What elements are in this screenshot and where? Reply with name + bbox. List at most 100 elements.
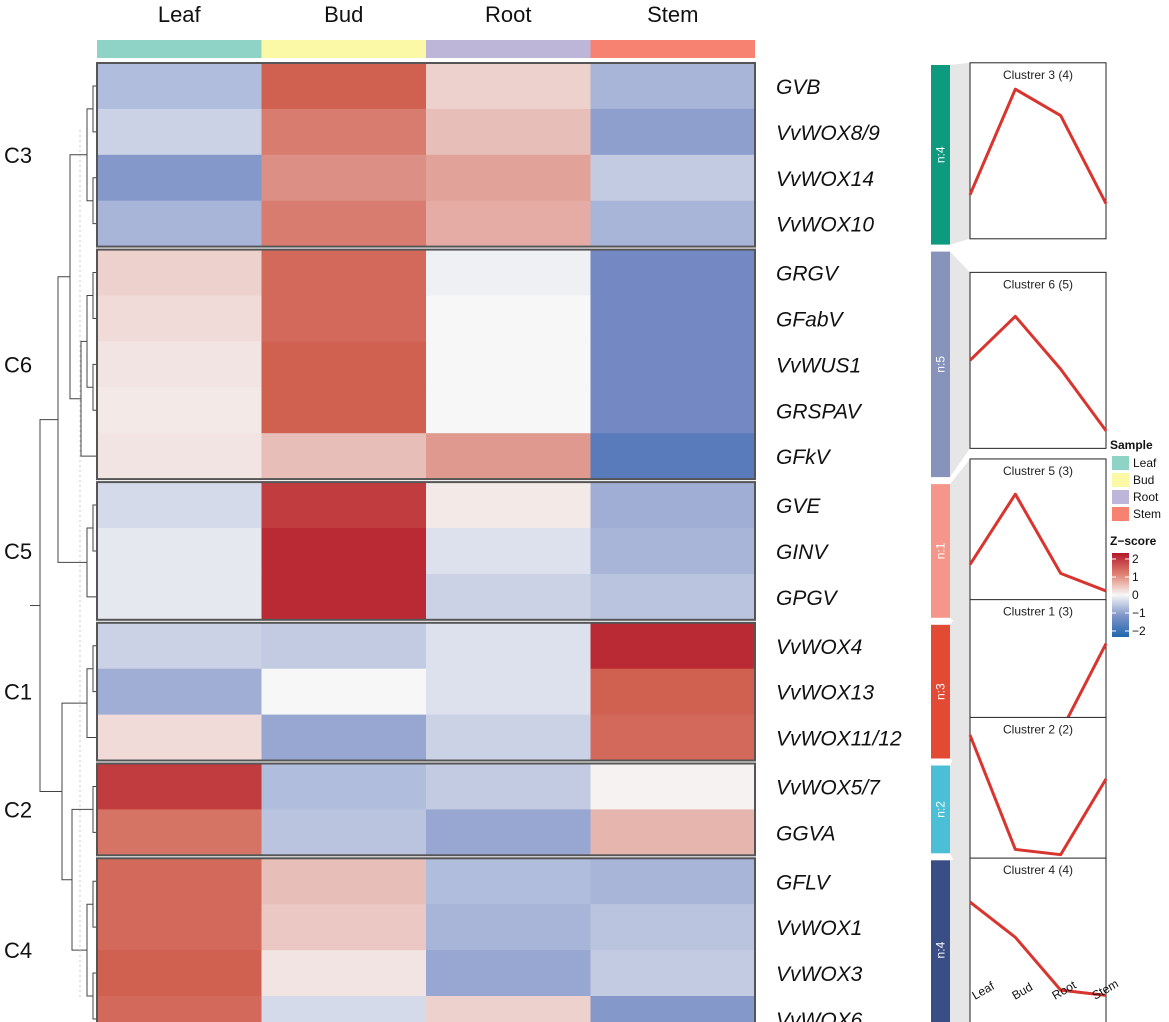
connector-wedge — [950, 62, 970, 245]
gene-label: VvWUS1 — [776, 354, 861, 377]
heat-cell-vvwox6-leaf — [97, 996, 263, 1022]
heat-cell-vvwox4-bud — [261, 622, 427, 670]
cluster-block-border — [96, 857, 756, 1022]
heat-cell-gflv-leaf — [97, 858, 263, 905]
heat-cell-vvwox13-stem — [590, 668, 756, 716]
heat-cell-vvwox89-root — [426, 108, 592, 156]
legend-swatch-bud — [1112, 473, 1129, 487]
connector-wedge — [950, 858, 970, 1022]
cluster-label-c6: C6 — [4, 352, 32, 377]
cluster-block-border — [96, 481, 756, 621]
dendrogram-branch — [86, 668, 97, 739]
heat-cell-vvwox57-stem — [590, 763, 756, 810]
heat-cell-vvwox10-root — [426, 200, 592, 248]
cluster-label-c3: C3 — [4, 143, 32, 168]
cluster-size-label: n:2 — [934, 801, 948, 818]
legend-label-stem: Stem — [1133, 507, 1161, 521]
heat-cell-vvwox4-root — [426, 622, 592, 670]
heat-cell-vvwus1-stem — [590, 341, 756, 388]
profile-panel-c4 — [969, 857, 1107, 1022]
heat-cell-grspav-root — [426, 387, 592, 434]
gene-label: VvWOX8/9 — [776, 122, 880, 145]
heat-cell-gvb-leaf — [97, 63, 263, 110]
heat-cell-gfkv-bud — [261, 433, 427, 480]
heat-cell-vvwox1112-root — [426, 714, 592, 762]
connector-wedge — [950, 717, 970, 894]
heat-cell-gflv-stem — [590, 858, 756, 905]
heat-cell-gfabv-root — [426, 295, 592, 342]
heat-cell-gfabv-stem — [590, 295, 756, 342]
gene-label: VvWOX1 — [776, 917, 862, 940]
legend-tick-label: −2 — [1132, 624, 1146, 638]
heat-cell-gfkv-root — [426, 433, 592, 480]
legend-tick-label: 1 — [1132, 570, 1139, 584]
profile-line-c4 — [969, 900, 1107, 997]
heat-cell-gfabv-bud — [261, 295, 427, 342]
legend-tick-label: −1 — [1132, 606, 1146, 620]
heat-cell-vvwox3-bud — [261, 950, 427, 997]
dendrogram-branch — [80, 340, 97, 457]
heat-cell-vvwox6-bud — [261, 996, 427, 1022]
cluster-block-border — [96, 621, 756, 762]
gene-label: GVE — [776, 495, 821, 518]
profile-line-c3 — [968, 87, 1108, 205]
heat-cell-vvwox89-bud — [261, 108, 427, 156]
gene-label: GFkV — [776, 446, 832, 469]
heat-cell-gve-stem — [590, 482, 756, 529]
heat-cell-vvwox3-leaf — [97, 950, 263, 997]
heat-cell-vvwox10-leaf — [97, 200, 263, 248]
sample-annotation-bar — [97, 40, 755, 58]
heat-cell-grgv-root — [426, 249, 592, 297]
heat-cell-vvwox3-root — [426, 950, 592, 997]
column-title-root: Root — [485, 2, 531, 27]
profile-panel-title: Clustrer 6 (5) — [1003, 277, 1073, 291]
legend-zscore-colorbar — [1112, 553, 1129, 637]
cluster-size-bar-c2 — [931, 765, 950, 854]
heat-cell-gfkv-leaf — [97, 433, 263, 480]
dendrogram-branch — [39, 419, 62, 792]
heat-cell-vvwox1-leaf — [97, 904, 263, 951]
gene-label: GGVA — [776, 822, 836, 845]
gene-label: GPGV — [776, 587, 839, 610]
heat-cell-gve-root — [426, 482, 592, 529]
dendrogram-branch — [69, 154, 87, 400]
heat-cell-gpgv-stem — [590, 573, 756, 621]
heat-cell-ginv-stem — [590, 528, 756, 575]
cluster-labels: C3 C6 C5 C1 C2 C4 — [4, 143, 32, 963]
profile-panel-c6 — [969, 271, 1107, 449]
legend-swatch-leaf — [1112, 456, 1129, 470]
heat-cell-vvwus1-leaf — [97, 341, 263, 388]
heat-cell-vvwox13-leaf — [97, 668, 263, 716]
heat-cell-vvwox14-root — [426, 154, 592, 202]
connector-wedge — [950, 251, 970, 478]
heat-cell-vvwus1-root — [426, 341, 592, 388]
profile-line-c2 — [968, 734, 1108, 857]
heat-cell-gvb-root — [426, 63, 592, 110]
legend-label-root: Root — [1133, 490, 1159, 504]
cluster-size-label: n:4 — [934, 146, 948, 163]
heat-cell-vvwus1-bud — [261, 341, 427, 388]
legend: Sample Leaf Bud Root Stem Z−score 2 1 0 −1 −2 — [1110, 438, 1161, 638]
heat-cell-vvwox10-stem — [590, 200, 756, 248]
heat-cell-gve-leaf — [97, 482, 263, 529]
heat-cell-vvwox1112-stem — [590, 714, 756, 762]
gene-label: VvWOX3 — [776, 963, 863, 986]
heat-cell-vvwox1112-leaf — [97, 714, 263, 762]
gene-label: GRGV — [776, 263, 840, 286]
heat-cell-grspav-stem — [590, 387, 756, 434]
heat-cell-ginv-bud — [261, 528, 427, 575]
gene-label: VvWOX13 — [776, 682, 874, 705]
heat-cell-gvb-bud — [261, 63, 427, 110]
heat-cell-ggva-stem — [590, 809, 756, 856]
gene-label: GFLV — [776, 871, 832, 894]
gene-label: GRSPAV — [776, 400, 863, 423]
heat-cell-vvwox57-root — [426, 763, 592, 810]
heat-cell-grspav-bud — [261, 387, 427, 434]
heat-cell-grgv-bud — [261, 249, 427, 297]
heat-cell-gpgv-bud — [261, 573, 427, 621]
dendrogram-branch — [86, 295, 93, 388]
cluster-size-bar-c4 — [931, 860, 950, 1022]
gene-label: VvWOX6 — [776, 1009, 863, 1022]
cluster-block-border — [96, 62, 756, 248]
cluster-label-c4: C4 — [4, 938, 32, 963]
